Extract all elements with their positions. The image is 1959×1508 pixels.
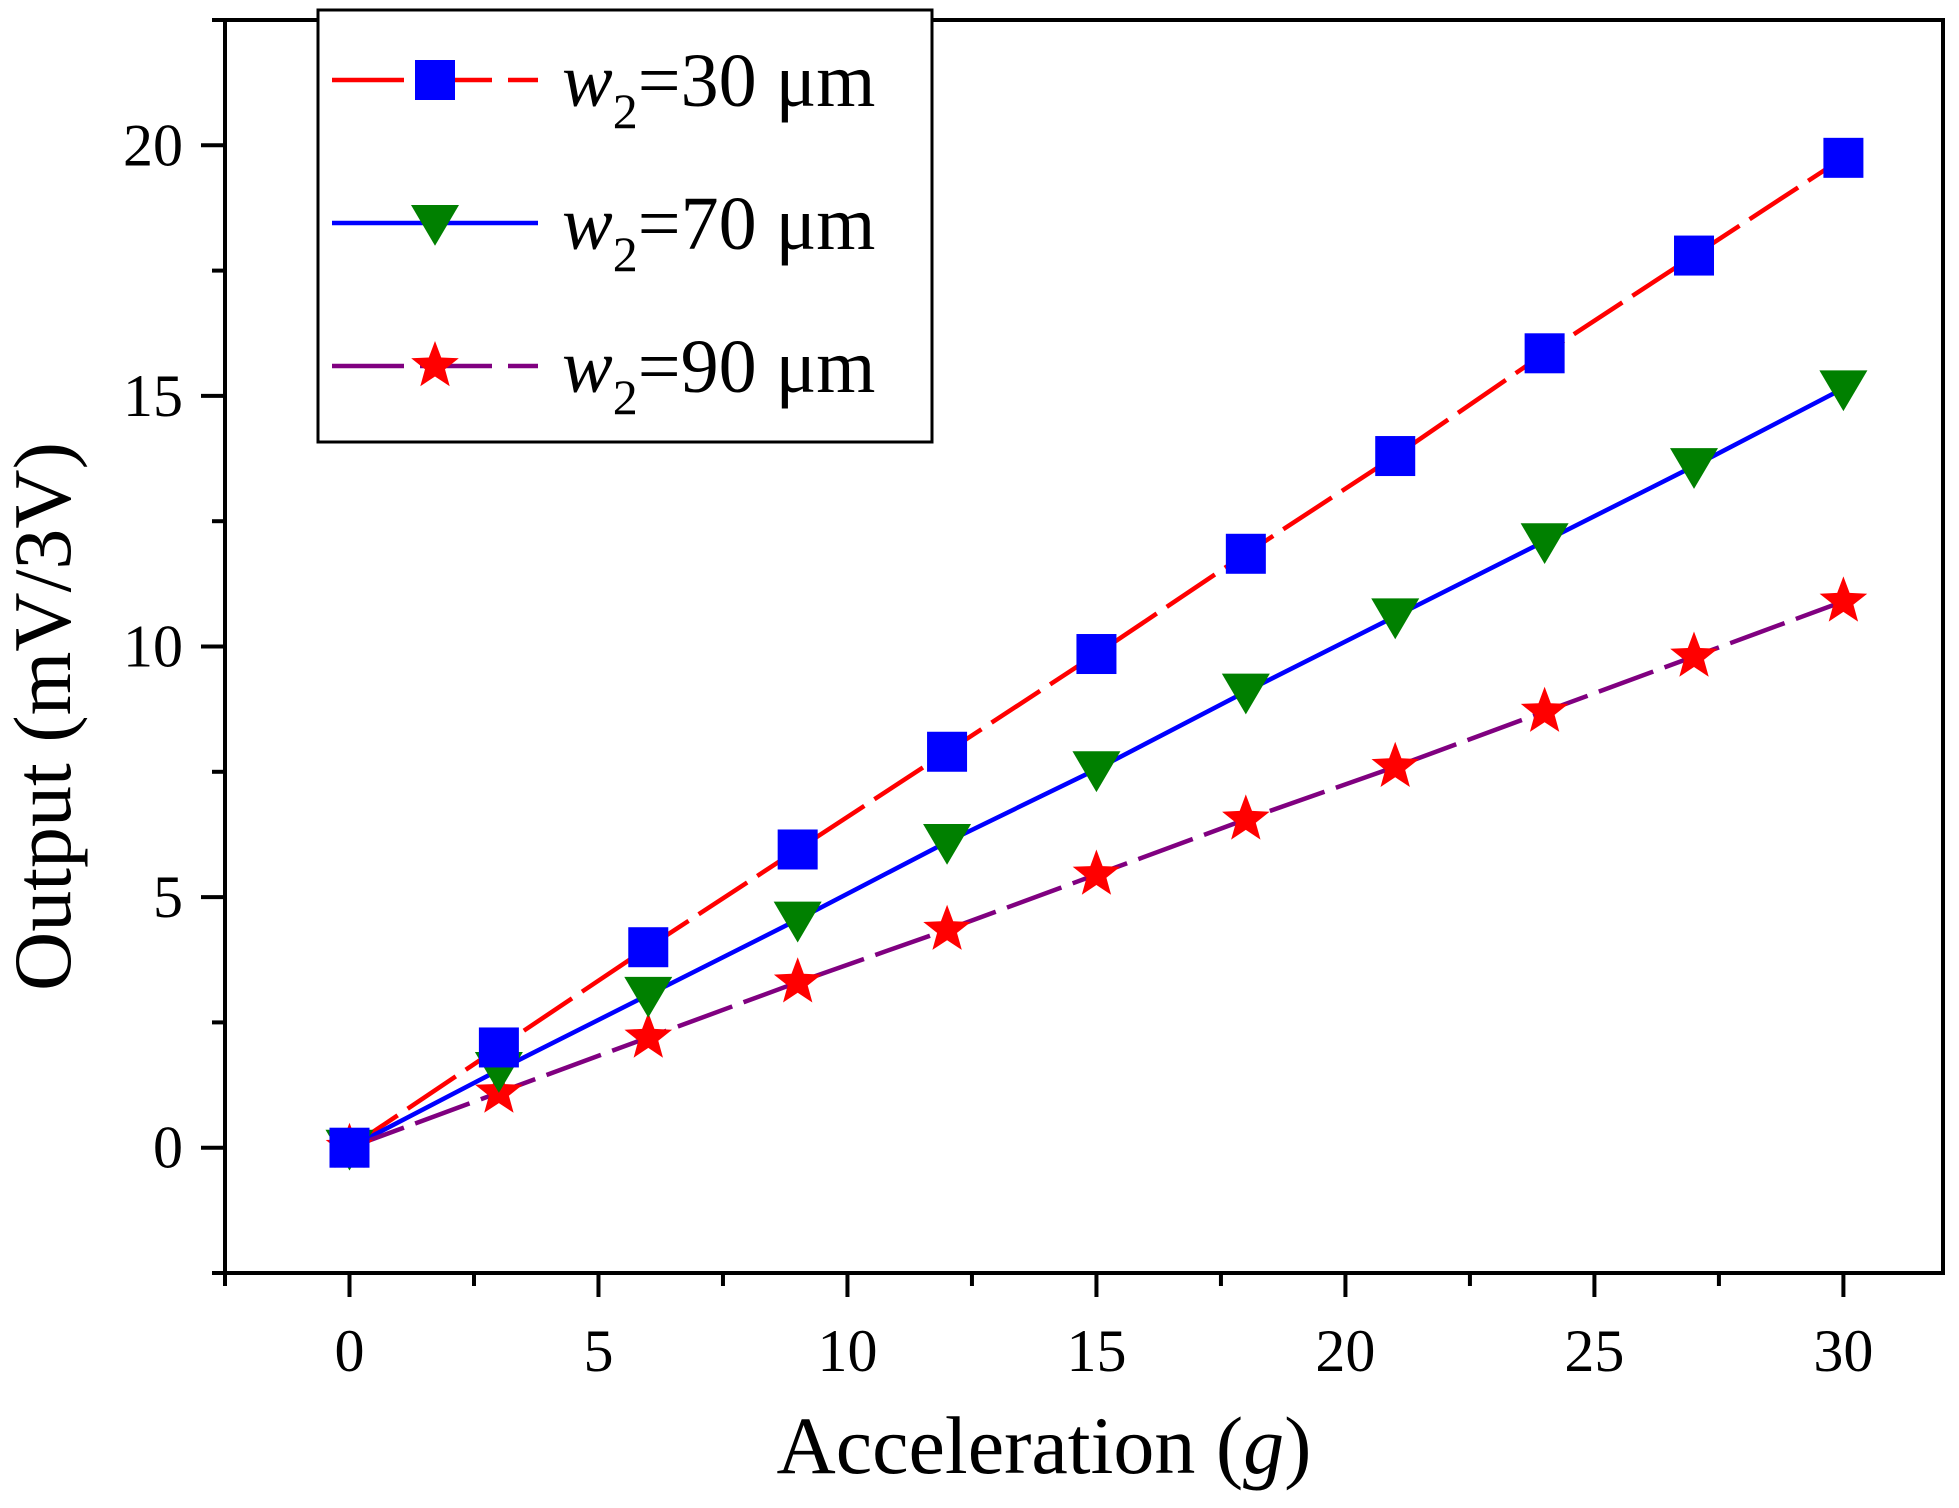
data-point-series-2 [774, 902, 822, 943]
data-point-series-1 [1674, 236, 1714, 276]
data-point-series-3 [774, 957, 822, 1002]
data-point-series-1 [628, 927, 668, 967]
data-point-series-1 [1226, 534, 1266, 574]
x-tick-label: 30 [1813, 1318, 1873, 1384]
data-point-series-1 [1823, 138, 1863, 178]
data-point-series-2 [1819, 370, 1867, 411]
data-point-series-1 [927, 732, 967, 772]
data-point-series-3 [1073, 850, 1121, 895]
y-tick-label: 20 [123, 112, 183, 178]
legend-marker-1 [415, 60, 455, 100]
y-axis-title: Output (mV/3V) [0, 442, 88, 991]
y-axis-ticks: 0 5 10 15 20 [123, 20, 225, 1273]
data-point-series-1 [1375, 436, 1415, 476]
data-point-series-3 [1820, 576, 1868, 621]
data-point-series-3 [1372, 742, 1420, 787]
data-point-series-1 [1076, 634, 1116, 674]
data-point-series-1 [1525, 333, 1565, 373]
x-tick-label: 10 [817, 1318, 877, 1384]
x-axis-ticks: 0 5 10 15 20 25 30 [225, 1273, 1873, 1384]
data-point-series-2 [1222, 674, 1270, 715]
data-point-series-3 [1222, 794, 1270, 839]
data-point-series-2 [923, 824, 971, 865]
data-point-series-1 [479, 1027, 519, 1067]
data-point-series-1 [329, 1128, 369, 1168]
chart: 0 5 10 15 20 0 5 10 15 20 25 30 Acceleration (g) O… [0, 0, 1959, 1508]
y-tick-label: 15 [123, 363, 183, 429]
x-tick-label: 25 [1564, 1318, 1624, 1384]
data-point-series-2 [1072, 751, 1120, 792]
x-tick-label: 15 [1066, 1318, 1126, 1384]
data-point-series-1 [778, 829, 818, 869]
x-tick-label: 0 [334, 1318, 364, 1384]
x-axis-title: Acceleration (g) [777, 1400, 1312, 1491]
data-point-series-3 [923, 905, 971, 950]
x-tick-label: 5 [583, 1318, 613, 1384]
data-point-series-2 [624, 977, 672, 1018]
x-tick-label: 20 [1315, 1318, 1375, 1384]
data-point-series-3 [1521, 687, 1569, 732]
y-tick-label: 0 [153, 1115, 183, 1181]
data-point-series-2 [1670, 448, 1718, 489]
data-point-series-3 [625, 1012, 673, 1057]
data-point-series-2 [1371, 598, 1419, 639]
data-point-series-2 [1521, 523, 1569, 564]
y-tick-label: 5 [153, 864, 183, 930]
data-point-series-3 [1670, 632, 1718, 677]
y-tick-label: 10 [123, 614, 183, 680]
